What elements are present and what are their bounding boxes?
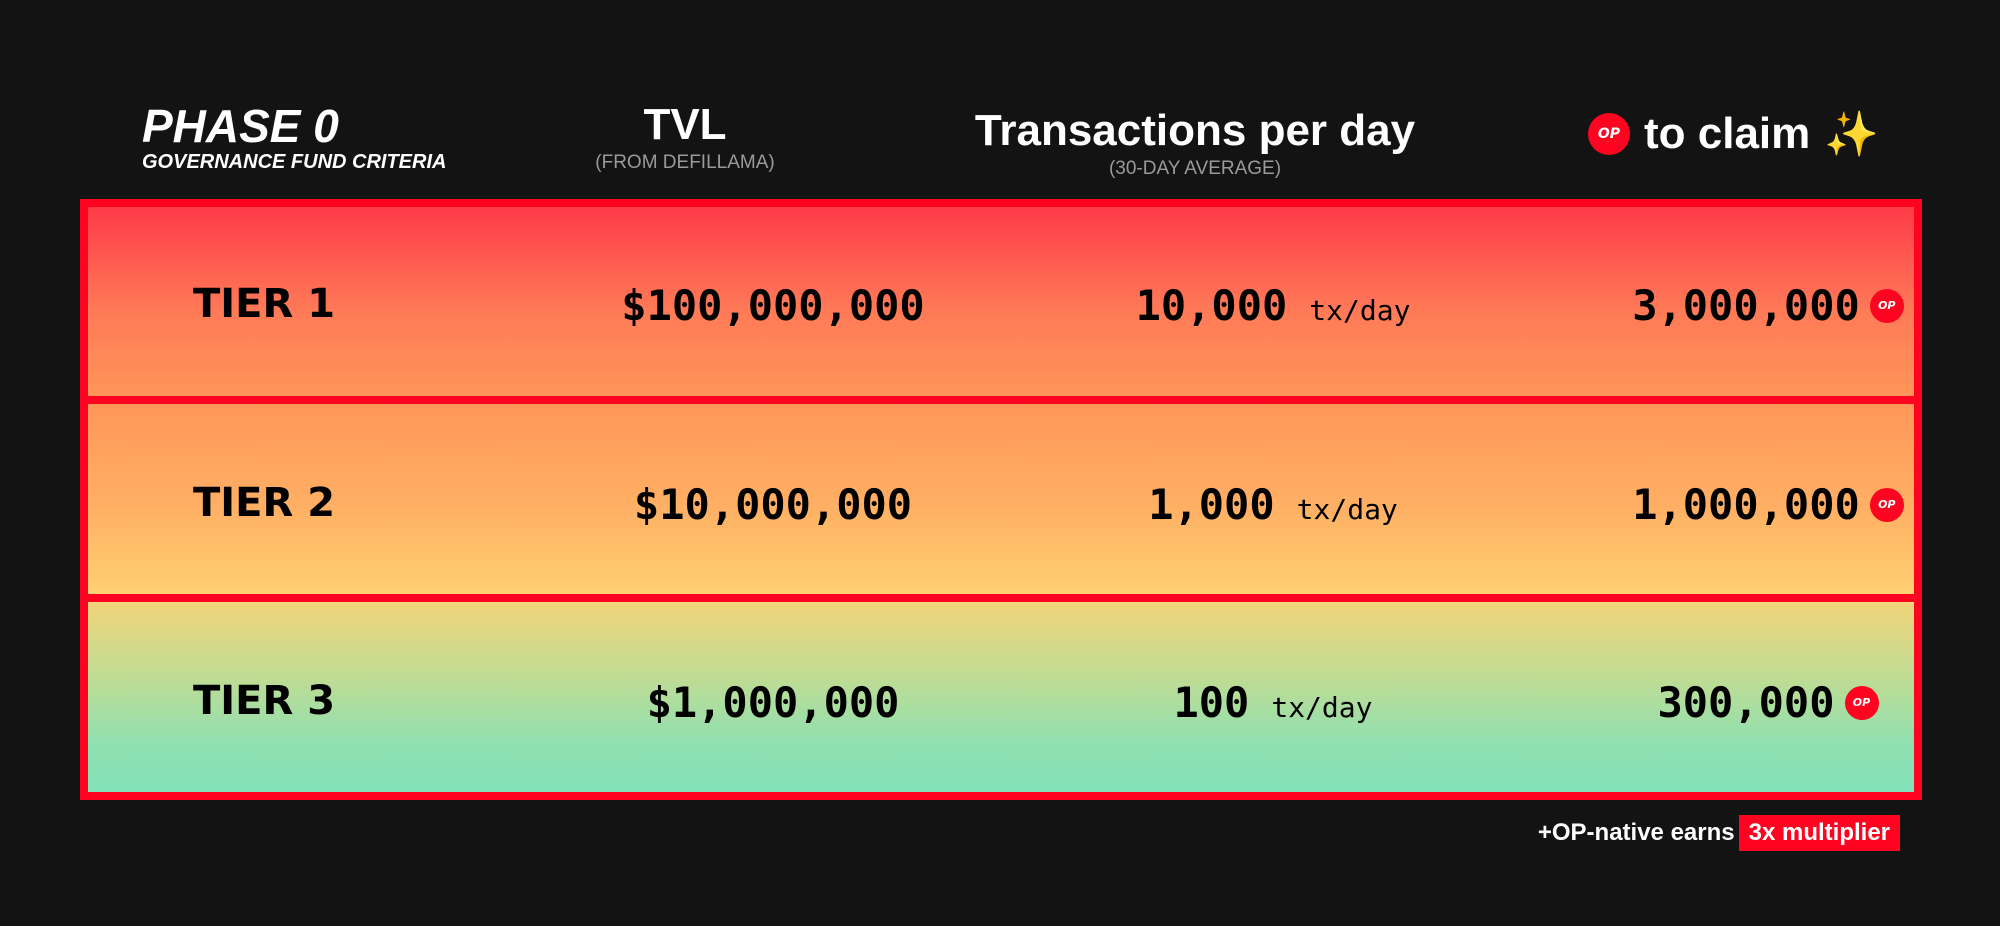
phase-subtitle: GOVERNANCE FUND CRITERIA bbox=[142, 151, 447, 173]
tvl-header-subtitle: (FROM DEFILLAMA) bbox=[595, 152, 775, 173]
tier-label: TIER 3 bbox=[193, 678, 336, 724]
tvl-value: $100,000,000 bbox=[621, 281, 925, 330]
claim-amount: 1,000,000 bbox=[1632, 480, 1860, 529]
claim-amount: 300,000 bbox=[1657, 678, 1835, 727]
claim-header-title: to claim bbox=[1644, 109, 1811, 158]
table-row-tier-1: TIER 1 $100,000,000 10,000 tx/day 3,000,0… bbox=[88, 207, 1914, 396]
tx-unit: tx/day bbox=[1271, 691, 1373, 724]
tx-header-subtitle: (30-DAY AVERAGE) bbox=[1108, 158, 1282, 179]
claim-value: 1,000,000 OP bbox=[1528, 480, 2000, 529]
tier-table: TIER 1 $100,000,000 10,000 tx/day 3,000,0… bbox=[80, 199, 1922, 800]
tx-number: 100 bbox=[1173, 678, 1250, 727]
multiplier-note-text: +OP-native earns bbox=[1537, 819, 1735, 846]
phase-title: PHASE 0 bbox=[142, 100, 339, 152]
sparkle-icon: ✨ bbox=[1824, 110, 1880, 159]
claim-amount: 3,000,000 bbox=[1632, 281, 1860, 330]
tier-label: TIER 2 bbox=[193, 480, 336, 526]
multiplier-note: +OP-native earns 3x multiplier bbox=[1538, 815, 1900, 851]
tx-number: 1,000 bbox=[1148, 480, 1275, 529]
tx-value: 100 tx/day bbox=[948, 678, 1598, 727]
tx-value: 10,000 tx/day bbox=[948, 281, 1598, 330]
tvl-value: $10,000,000 bbox=[633, 480, 913, 529]
claim-value: 3,000,000 OP bbox=[1528, 281, 2000, 330]
claim-column-header: OP to claim ✨ bbox=[1588, 106, 1879, 162]
tx-column-header: Transactions per day (30-DAY AVERAGE) bbox=[940, 106, 1450, 180]
tvl-value: $1,000,000 bbox=[646, 678, 900, 727]
tx-number: 10,000 bbox=[1135, 281, 1288, 330]
tx-unit: tx/day bbox=[1296, 493, 1398, 526]
op-token-icon: OP bbox=[1869, 487, 1904, 522]
table-row-tier-3: TIER 3 $1,000,000 100 tx/day 300,000 OP bbox=[88, 602, 1914, 792]
tx-header-title: Transactions per day bbox=[974, 106, 1416, 155]
table-row-tier-2: TIER 2 $10,000,000 1,000 tx/day 1,000,000… bbox=[88, 404, 1914, 594]
tier-label: TIER 1 bbox=[193, 281, 336, 327]
op-token-icon: OP bbox=[1869, 288, 1904, 323]
op-token-icon: OP bbox=[1844, 685, 1879, 720]
claim-value: 300,000 OP bbox=[1528, 678, 2000, 727]
tvl-header-title: TVL bbox=[643, 100, 727, 149]
tvl-column-header: TVL (FROM DEFILLAMA) bbox=[520, 100, 850, 174]
op-token-icon: OP bbox=[1588, 113, 1630, 155]
tx-unit: tx/day bbox=[1309, 294, 1411, 327]
multiplier-badge: 3x multiplier bbox=[1738, 815, 1900, 851]
tx-value: 1,000 tx/day bbox=[948, 480, 1598, 529]
